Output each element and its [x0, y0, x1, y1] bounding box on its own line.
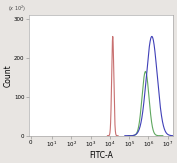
X-axis label: FITC-A: FITC-A — [89, 150, 113, 160]
Y-axis label: Count: Count — [4, 64, 12, 87]
Text: $(x\ 10^2)$: $(x\ 10^2)$ — [8, 4, 27, 14]
